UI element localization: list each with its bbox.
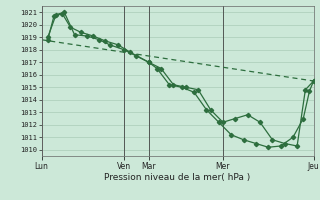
X-axis label: Pression niveau de la mer( hPa ): Pression niveau de la mer( hPa )	[104, 173, 251, 182]
